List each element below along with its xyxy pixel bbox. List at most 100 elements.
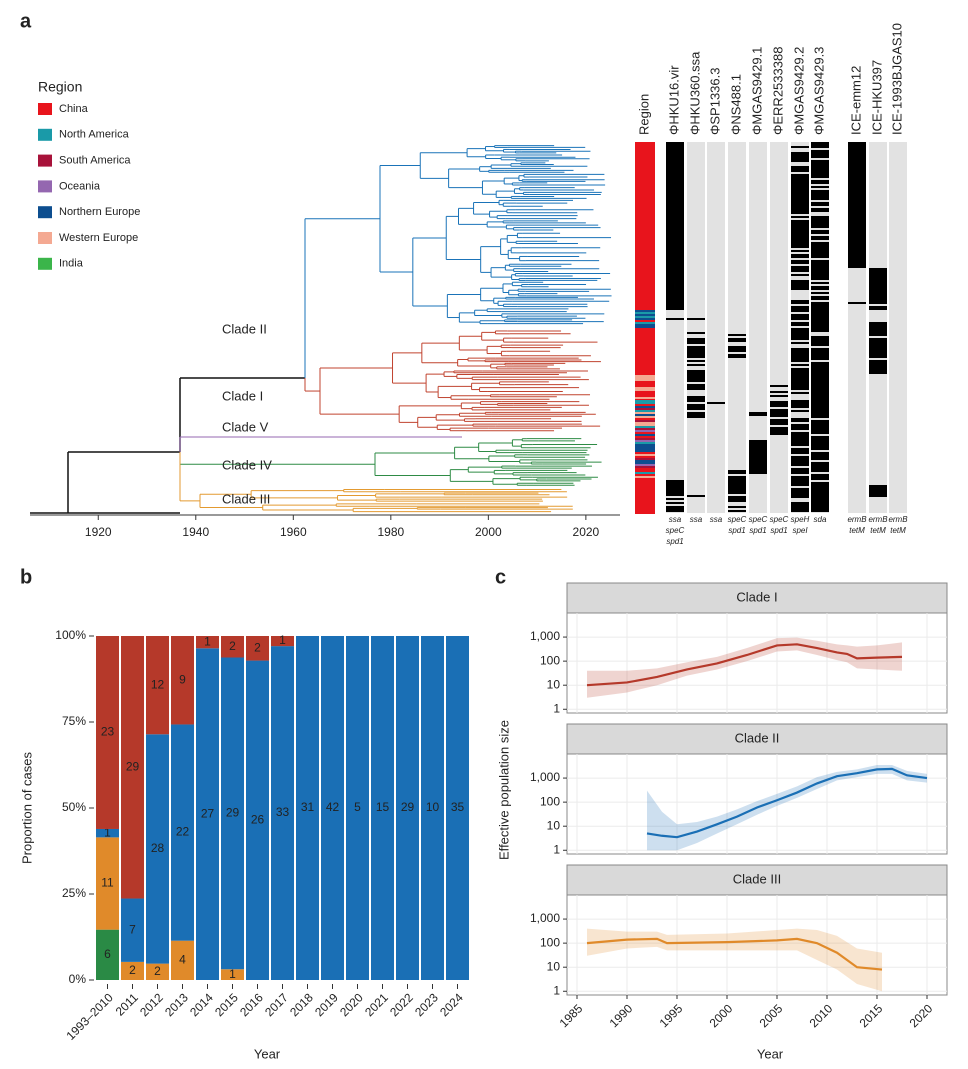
confidence-band <box>587 637 902 698</box>
presence-band <box>728 334 746 336</box>
region-cell <box>635 484 655 486</box>
presence-band <box>811 208 829 212</box>
region-cell <box>635 482 655 484</box>
bar-segment <box>421 636 444 980</box>
region-cell <box>635 436 655 438</box>
region-cell <box>635 248 655 250</box>
bar-label: 1 <box>204 634 211 648</box>
x-tick-label: 2000 <box>707 1001 736 1030</box>
bar-segment <box>171 940 194 980</box>
presence-band <box>687 404 705 410</box>
region-cell <box>635 254 655 256</box>
region-cell <box>635 212 655 214</box>
region-cell <box>635 342 655 344</box>
facet-title: Clade I <box>736 589 777 604</box>
region-cell <box>635 186 655 188</box>
region-cell <box>635 474 655 476</box>
presence-band <box>687 384 705 390</box>
gene-label: tetM <box>890 526 906 535</box>
legend-swatch <box>38 103 52 115</box>
region-cell <box>635 492 655 494</box>
x-tick-label: 1985 <box>557 1001 586 1030</box>
facet-title: Clade III <box>733 871 781 886</box>
region-cell <box>635 264 655 266</box>
bar-label: 27 <box>201 806 215 820</box>
legend-label: China <box>59 103 89 115</box>
legend-label: Oceania <box>59 180 101 192</box>
panel-letter: b <box>20 566 32 588</box>
region-cell <box>635 256 655 258</box>
region-cell <box>635 448 655 450</box>
column-bg <box>707 142 725 513</box>
region-cell <box>635 274 655 276</box>
bar-label: 26 <box>251 812 265 826</box>
region-cell <box>635 156 655 158</box>
bar-segment <box>246 636 269 661</box>
gene-label: ermB <box>847 515 867 524</box>
region-cell <box>635 296 655 298</box>
bar-label: 1 <box>104 825 111 839</box>
line <box>586 937 883 971</box>
y-tick-label: 75% <box>62 714 86 728</box>
bar-segment <box>171 724 194 941</box>
presence-band <box>791 364 809 366</box>
x-tick-label: 2020 <box>573 525 600 539</box>
region-cell <box>635 450 655 452</box>
region-cell <box>635 188 655 190</box>
bar-segment <box>146 963 169 980</box>
bar-label: 33 <box>276 805 290 819</box>
presence-band <box>811 452 829 460</box>
plot-area <box>566 612 948 714</box>
region-cell <box>635 272 655 274</box>
presence-band <box>791 502 809 512</box>
bar-segment <box>146 636 169 735</box>
region-cell <box>635 508 655 510</box>
region-cell <box>635 504 655 506</box>
gene-label: speI <box>792 526 808 535</box>
bar-label: 29 <box>401 800 415 814</box>
presence-band <box>728 470 746 474</box>
presence-band <box>811 236 829 240</box>
confidence-band <box>587 928 882 992</box>
presence-band <box>770 395 788 397</box>
region-cell <box>635 468 655 470</box>
x-tick-label: 2023 <box>412 990 441 1019</box>
region-cell <box>635 366 655 368</box>
region-cell <box>635 506 655 508</box>
presence-band <box>728 354 746 358</box>
column-bg <box>749 142 767 513</box>
bar-label: 15 <box>376 800 390 814</box>
x-tick-label: 2000 <box>475 525 502 539</box>
presence-band <box>666 506 684 512</box>
region-cell <box>635 206 655 208</box>
bar-segment <box>196 648 219 980</box>
bar-label: 28 <box>151 841 165 855</box>
bar-segment <box>96 929 119 980</box>
region-cell <box>635 389 655 391</box>
presence-band <box>869 306 887 310</box>
presence-band <box>811 362 829 418</box>
x-tick-label: 2005 <box>757 1001 786 1030</box>
region-cell <box>635 402 655 404</box>
presence-band <box>811 242 829 258</box>
region-cell <box>635 391 655 393</box>
region-cell <box>635 312 655 314</box>
x-tick-label: 2012 <box>137 990 166 1019</box>
presence-band <box>728 506 746 508</box>
presence-band <box>791 456 809 466</box>
presence-band <box>811 186 829 188</box>
x-tick-label: 2015 <box>212 990 241 1019</box>
bar-label: 7 <box>129 922 136 936</box>
bar-segment <box>371 636 394 980</box>
region-cell <box>635 464 655 466</box>
region-cell <box>635 377 655 379</box>
region-cell <box>635 148 655 150</box>
presence-band <box>749 440 767 474</box>
region-cell <box>635 460 655 462</box>
x-tick-label: 2016 <box>237 990 266 1019</box>
bar-segment <box>121 898 144 962</box>
x-tick-label: 2014 <box>187 990 216 1019</box>
gene-label: ermB <box>868 515 888 524</box>
presence-band <box>811 296 829 300</box>
region-cell <box>635 334 655 336</box>
